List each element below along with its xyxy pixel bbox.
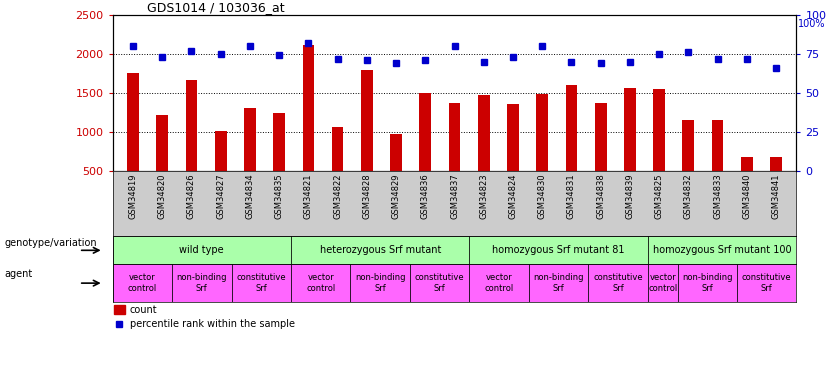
Text: GSM34820: GSM34820: [158, 173, 167, 219]
Text: GSM34832: GSM34832: [684, 173, 693, 219]
Bar: [770, 158, 781, 171]
Text: GSM34822: GSM34822: [333, 173, 342, 219]
Text: constitutive
Srf: constitutive Srf: [742, 273, 791, 293]
Bar: [470, 236, 648, 264]
Text: GDS1014 / 103036_at: GDS1014 / 103036_at: [147, 1, 284, 14]
Text: GSM34835: GSM34835: [274, 173, 284, 219]
Text: GSM34830: GSM34830: [538, 173, 547, 219]
Bar: [478, 95, 490, 171]
Text: non-binding
Srf: non-binding Srf: [355, 273, 405, 293]
Bar: [332, 127, 344, 171]
Bar: [303, 45, 314, 171]
Text: GSM34840: GSM34840: [742, 173, 751, 219]
Text: GSM34836: GSM34836: [421, 173, 430, 219]
Bar: [274, 112, 285, 171]
Text: GSM34829: GSM34829: [392, 173, 400, 219]
Text: GSM34828: GSM34828: [362, 173, 371, 219]
Bar: [232, 264, 291, 302]
Text: GSM34841: GSM34841: [771, 173, 781, 219]
Text: genotype/variation: genotype/variation: [4, 238, 97, 248]
Bar: [420, 93, 431, 171]
Bar: [114, 306, 125, 315]
Text: GSM34831: GSM34831: [567, 173, 576, 219]
Bar: [113, 236, 291, 264]
Text: agent: agent: [4, 269, 33, 279]
Bar: [186, 80, 198, 171]
Text: non-binding
Srf: non-binding Srf: [177, 273, 227, 293]
Bar: [737, 264, 796, 302]
Text: GSM34838: GSM34838: [596, 173, 605, 219]
Text: GSM34833: GSM34833: [713, 173, 722, 219]
Text: GSM34827: GSM34827: [216, 173, 225, 219]
Bar: [291, 264, 350, 302]
Bar: [529, 264, 588, 302]
Bar: [449, 104, 460, 171]
Bar: [390, 135, 402, 171]
Bar: [653, 88, 665, 171]
Bar: [682, 120, 694, 171]
Bar: [507, 105, 519, 171]
Bar: [536, 94, 548, 171]
Text: 100%: 100%: [798, 19, 826, 29]
Bar: [157, 116, 168, 171]
Text: wild type: wild type: [179, 245, 224, 255]
Text: non-binding
Srf: non-binding Srf: [682, 273, 732, 293]
Bar: [677, 264, 737, 302]
Bar: [648, 236, 796, 264]
Text: constitutive
Srf: constitutive Srf: [414, 273, 465, 293]
Bar: [361, 70, 373, 171]
Text: count: count: [130, 305, 158, 315]
Text: GSM34821: GSM34821: [304, 173, 313, 219]
Bar: [244, 108, 256, 171]
Text: GSM34834: GSM34834: [245, 173, 254, 219]
Text: homozygous Srf mutant 100: homozygous Srf mutant 100: [653, 245, 791, 255]
Bar: [711, 120, 723, 171]
Text: vector
control: vector control: [128, 273, 157, 293]
Bar: [595, 102, 606, 171]
Bar: [470, 264, 529, 302]
Bar: [624, 88, 636, 171]
Bar: [648, 264, 677, 302]
Text: constitutive
Srf: constitutive Srf: [593, 273, 643, 293]
Bar: [128, 73, 139, 171]
Text: GSM34819: GSM34819: [128, 173, 138, 219]
Text: homozygous Srf mutant 81: homozygous Srf mutant 81: [492, 245, 625, 255]
Bar: [588, 264, 648, 302]
Text: GSM34825: GSM34825: [655, 173, 664, 219]
Bar: [215, 131, 227, 171]
Text: vector
control: vector control: [648, 273, 677, 293]
Text: GSM34824: GSM34824: [509, 173, 517, 219]
Text: GSM34826: GSM34826: [187, 173, 196, 219]
Text: non-binding
Srf: non-binding Srf: [534, 273, 584, 293]
Bar: [741, 158, 752, 171]
Text: GSM34823: GSM34823: [480, 173, 488, 219]
Bar: [291, 236, 470, 264]
Bar: [172, 264, 232, 302]
Bar: [350, 264, 410, 302]
Bar: [410, 264, 470, 302]
Text: GSM34839: GSM34839: [626, 173, 635, 219]
Text: heterozygous Srf mutant: heterozygous Srf mutant: [319, 245, 441, 255]
Bar: [565, 85, 577, 171]
Text: vector
control: vector control: [306, 273, 335, 293]
Bar: [113, 264, 172, 302]
Text: vector
control: vector control: [485, 273, 514, 293]
Text: constitutive
Srf: constitutive Srf: [237, 273, 286, 293]
Text: GSM34837: GSM34837: [450, 173, 459, 219]
Text: percentile rank within the sample: percentile rank within the sample: [130, 320, 294, 329]
